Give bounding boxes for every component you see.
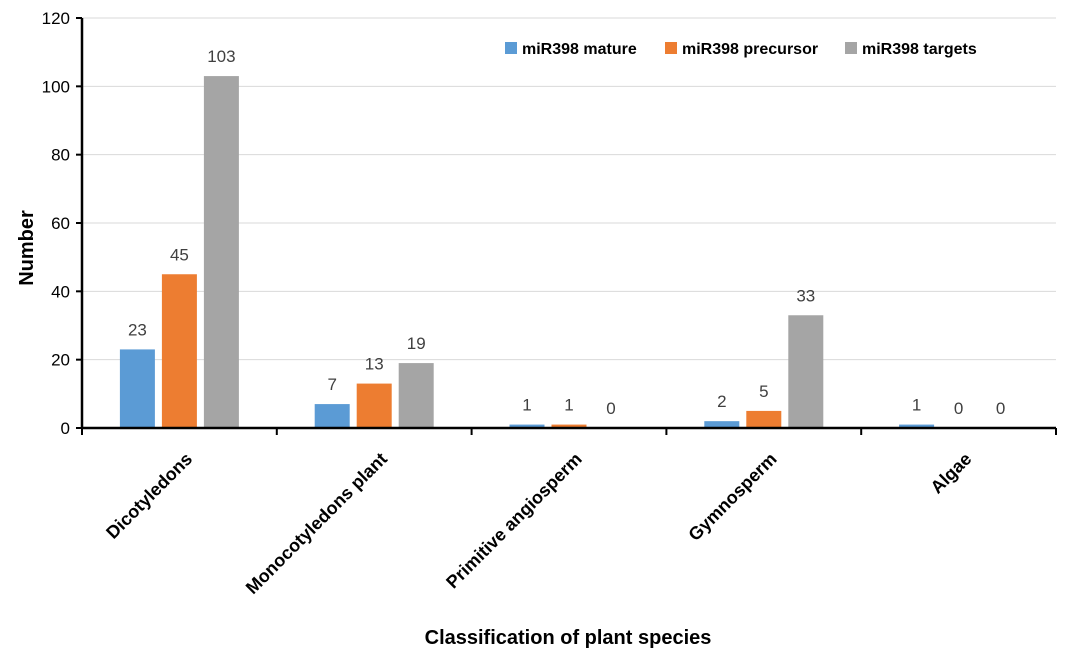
bar (314, 404, 350, 428)
y-tick-label: 120 (42, 9, 70, 28)
bars (119, 76, 935, 428)
legend-swatch (845, 42, 857, 54)
bar (356, 383, 392, 428)
legend-item: miR398 mature (505, 41, 637, 58)
y-tick-label: 80 (51, 146, 70, 165)
legend-item: miR398 precursor (665, 41, 818, 58)
y-tick-label: 0 (61, 419, 70, 438)
y-tick-labels: 0 20 40 60 80 100 120 (42, 9, 70, 438)
x-tick-label: Monocotyledons plant (242, 449, 391, 598)
data-label: 5 (759, 382, 768, 401)
bar (119, 349, 155, 428)
data-label: 45 (170, 245, 189, 264)
data-label: 1 (564, 396, 573, 415)
bar (899, 424, 935, 428)
bar (161, 274, 197, 428)
data-labels: 23 45 103 7 13 19 1 1 0 2 5 33 1 0 0 (128, 47, 1005, 418)
legend-label: miR398 precursor (682, 41, 818, 58)
bar (704, 421, 740, 428)
data-label: 1 (522, 396, 531, 415)
data-label: 33 (796, 286, 815, 305)
data-label: 13 (365, 355, 384, 374)
legend-swatch (505, 42, 517, 54)
y-tick-label: 20 (51, 351, 70, 370)
data-label: 103 (207, 47, 235, 66)
legend: miR398 mature miR398 precursor miR398 targ… (505, 41, 977, 58)
x-tick-label: Gymnosperm (684, 449, 780, 545)
data-label: 0 (996, 399, 1005, 418)
legend-swatch (665, 42, 677, 54)
bar (398, 363, 434, 428)
legend-label: miR398 targets (862, 41, 977, 58)
bar (551, 424, 587, 428)
x-tick-label: Algae (927, 449, 976, 498)
data-label: 7 (327, 375, 336, 394)
legend-item: miR398 targets (845, 41, 977, 58)
axes (76, 17, 1057, 435)
x-tick-label: Primitive angiosperm (442, 449, 586, 593)
bar (788, 315, 824, 428)
bar (746, 410, 782, 428)
data-label: 0 (606, 399, 615, 418)
data-label: 2 (717, 392, 726, 411)
x-tick-label: Dicotyledons (102, 449, 196, 543)
x-axis-title: Classification of plant species (425, 627, 712, 649)
data-label: 1 (912, 396, 921, 415)
y-tick-label: 100 (42, 77, 70, 96)
y-axis-title: Number (16, 210, 38, 286)
gridlines (82, 17, 1056, 361)
y-tick-label: 60 (51, 214, 70, 233)
bar (203, 76, 239, 428)
data-label: 23 (128, 320, 147, 339)
legend-label: miR398 mature (522, 41, 637, 58)
data-label: 19 (407, 334, 426, 353)
x-tick-labels: Dicotyledons Monocotyledons plant Primitiv… (102, 449, 975, 598)
y-tick-label: 40 (51, 282, 70, 301)
bar (509, 424, 545, 428)
data-label: 0 (954, 399, 963, 418)
